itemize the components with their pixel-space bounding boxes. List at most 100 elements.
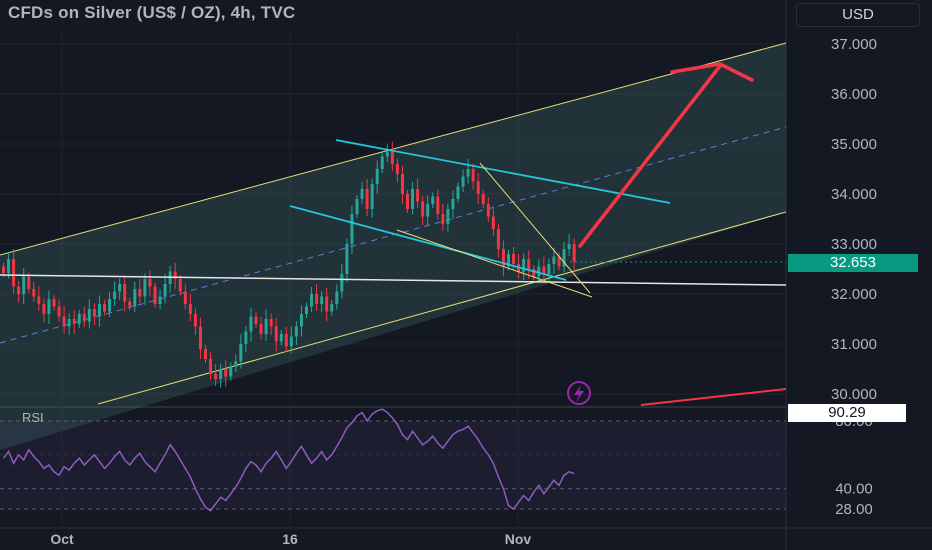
candle-body (77, 314, 81, 324)
candle-body (305, 306, 308, 314)
candle-body (37, 296, 41, 304)
candle-body (395, 164, 399, 174)
candle-body (330, 304, 334, 312)
candle-body (138, 289, 142, 297)
candle-body (254, 316, 258, 324)
candle-body (466, 169, 470, 177)
candle-body (219, 369, 223, 379)
candle-body (375, 169, 379, 184)
candle-body (355, 199, 359, 214)
price-tick-label: 32.000 (831, 286, 877, 303)
price-tick-label: 31.000 (831, 336, 877, 353)
candle-body (143, 279, 147, 297)
candle-body (542, 266, 546, 274)
time-tick-label: 16 (282, 531, 298, 547)
candle-body (315, 294, 319, 304)
candle-body (198, 326, 202, 349)
lightning-bolt-icon[interactable] (567, 381, 591, 405)
chart-title: CFDs on Silver (US$ / OZ), 4h, TVC (8, 3, 296, 22)
currency-selector[interactable]: USD (796, 3, 920, 27)
candle-body (567, 244, 571, 249)
candle-body (103, 304, 106, 312)
candle-body (451, 199, 455, 209)
candle-body (244, 331, 248, 344)
candle-body (148, 279, 152, 287)
candle-body (416, 189, 420, 202)
time-tick-label: Oct (50, 531, 74, 547)
candle-body (441, 214, 445, 224)
descending-upper-line (335, 139, 671, 204)
rsi-value-badge: 90.29 (788, 404, 906, 422)
candle-body (274, 326, 278, 342)
candle-body (239, 344, 243, 362)
candle-body (279, 334, 283, 342)
candle-body (118, 284, 122, 292)
candle-body (380, 156, 384, 169)
descending-lower-line (289, 205, 567, 281)
candle-body (22, 276, 26, 294)
candle-body (7, 259, 11, 273)
candle-body (436, 196, 440, 214)
price-tick-label: 33.000 (831, 236, 877, 253)
price-tick-label: 36.000 (831, 86, 877, 103)
rsi-tick-label: 28.00 (835, 501, 873, 518)
candle-body (178, 279, 182, 292)
pane-divider (0, 406, 786, 408)
candle-body (431, 196, 435, 204)
last-price-badge: 32.653 (788, 254, 918, 272)
candle-body (153, 286, 157, 304)
candle-body (97, 304, 101, 317)
candle-body (471, 169, 475, 182)
candle-body (572, 244, 576, 262)
candle-body (335, 291, 339, 304)
channel-lower-line (97, 211, 787, 405)
candle-body (552, 256, 556, 264)
candle-body (12, 259, 16, 287)
candle-body (92, 309, 96, 317)
candle-body (284, 334, 288, 347)
candle-body (188, 304, 192, 314)
candle-body (204, 349, 207, 359)
candle-body (370, 184, 374, 209)
candle-body (183, 291, 187, 304)
candle-body (446, 209, 450, 224)
candle-body (224, 369, 228, 377)
candle-body (426, 204, 430, 217)
candle-body (491, 216, 495, 229)
candle-body (209, 359, 213, 374)
candle-body (562, 249, 566, 267)
candle-body (320, 296, 324, 304)
candle-body (158, 296, 162, 304)
candle-body (269, 319, 273, 327)
price-tick-label: 35.000 (831, 136, 877, 153)
candle-body (123, 284, 127, 302)
candle-body (496, 229, 500, 249)
candle-body (163, 284, 167, 297)
candle-body (476, 181, 480, 194)
candle-body (52, 299, 56, 307)
rsi-band (0, 421, 786, 509)
candle-body (113, 291, 117, 299)
candle-body (411, 189, 415, 209)
candle-body (67, 319, 71, 327)
channel-upper-line (0, 42, 787, 256)
candle-body (345, 244, 349, 274)
candle-body (42, 304, 46, 314)
candle-body (32, 289, 36, 297)
candle-body (214, 374, 218, 379)
candle-body (229, 366, 233, 377)
projection-arrow-head (670, 62, 754, 82)
candle-body (532, 269, 536, 277)
candle-body (501, 249, 505, 267)
candle-body (17, 286, 21, 294)
rsi-indicator-label[interactable]: RSI (22, 410, 44, 425)
candle-body (47, 299, 51, 314)
candle-body (249, 316, 253, 332)
candle-body (57, 306, 61, 317)
candle-body (310, 294, 314, 307)
rsi-line (2, 408, 575, 512)
candle-body (299, 314, 303, 327)
candle-body (537, 266, 541, 277)
wedge-upper-line (479, 162, 591, 294)
